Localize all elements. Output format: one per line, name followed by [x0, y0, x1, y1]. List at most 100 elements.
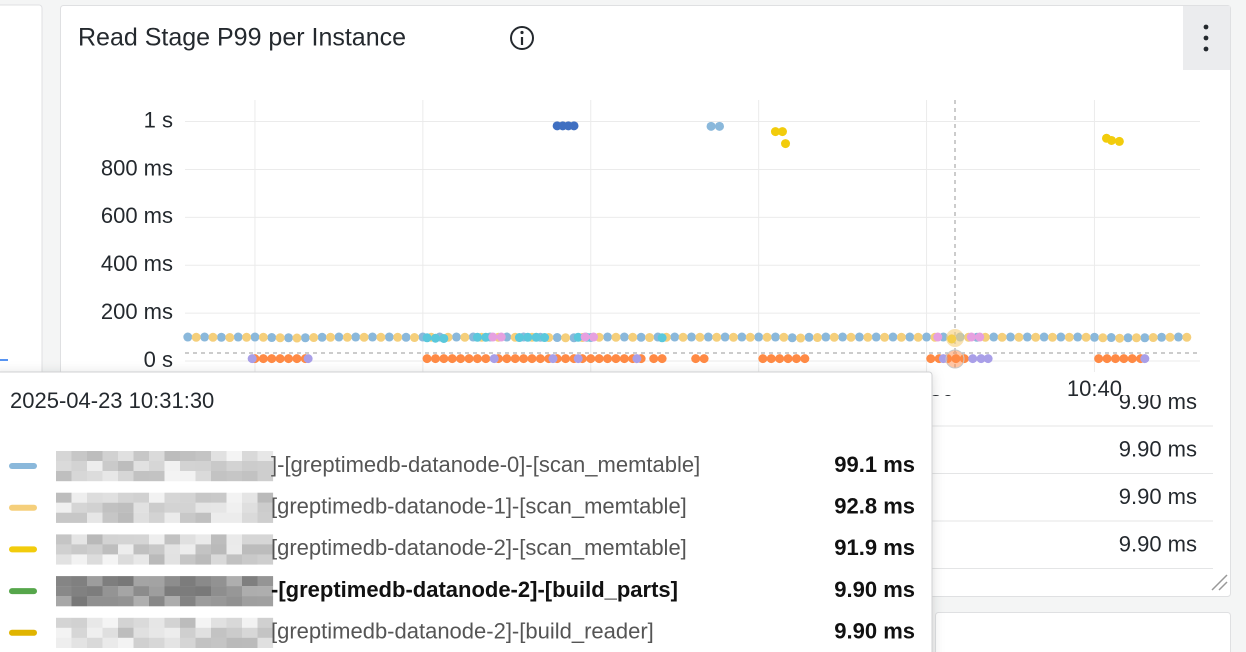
redacted [226, 576, 243, 587]
point [712, 332, 722, 342]
point [758, 354, 768, 364]
point [1165, 332, 1175, 342]
series-value: 9.90 ms [834, 577, 915, 602]
redacted [211, 461, 227, 472]
redacted [195, 471, 212, 482]
point [737, 332, 747, 342]
point [838, 332, 848, 342]
point [1110, 354, 1120, 364]
point [580, 332, 590, 342]
point [691, 354, 701, 364]
point [933, 332, 943, 342]
point [1115, 333, 1125, 343]
redacted [195, 451, 212, 462]
point [527, 354, 537, 364]
redacted [149, 512, 165, 523]
point [1182, 332, 1192, 342]
redacted [56, 534, 72, 545]
point [303, 354, 313, 364]
redacted [164, 627, 181, 638]
redacted [242, 544, 258, 555]
resize-handle[interactable] [1211, 574, 1228, 591]
redacted [118, 554, 134, 565]
point [481, 332, 491, 342]
panel-title: Read Stage P99 per Instance [78, 24, 406, 52]
redacted [180, 492, 196, 503]
redacted [180, 502, 196, 513]
redacted [257, 512, 274, 523]
point [422, 354, 432, 364]
point [317, 332, 327, 342]
redacted [149, 534, 165, 545]
point [603, 332, 613, 342]
redacted [133, 512, 150, 523]
redacted [180, 534, 196, 545]
point [775, 354, 785, 364]
redacted [87, 471, 103, 482]
point [472, 332, 482, 342]
point [292, 333, 302, 343]
info-icon[interactable] [510, 26, 534, 50]
redacted [226, 451, 243, 462]
point [1081, 332, 1091, 342]
point [619, 332, 629, 342]
redacted [242, 576, 258, 587]
redacted [164, 554, 181, 565]
point [569, 121, 579, 131]
point [687, 332, 696, 342]
redacted [71, 534, 88, 545]
point [519, 354, 529, 364]
point [351, 332, 361, 342]
redacted [71, 617, 88, 628]
redacted [211, 534, 227, 545]
redacted [195, 596, 212, 607]
redacted [211, 627, 227, 638]
redacted [257, 471, 274, 482]
point [464, 354, 474, 364]
point [804, 332, 814, 342]
redacted [195, 534, 212, 545]
redacted [118, 617, 134, 628]
point [968, 354, 978, 364]
redacted [102, 544, 119, 555]
point [1114, 136, 1124, 146]
point [854, 332, 864, 342]
redacted [102, 627, 119, 638]
redacted [164, 617, 181, 628]
redacted [180, 461, 196, 472]
redacted [180, 544, 196, 555]
redacted [56, 637, 72, 648]
point [439, 354, 449, 364]
redacted [242, 512, 258, 523]
point [745, 332, 755, 342]
redacted [164, 637, 181, 648]
redacted [87, 544, 103, 555]
point [829, 332, 839, 342]
point [242, 332, 252, 342]
point [896, 332, 906, 342]
redacted [71, 461, 88, 472]
redacted [133, 461, 150, 472]
redacted [87, 502, 103, 513]
panel-menu[interactable] [1183, 6, 1230, 70]
point [619, 354, 629, 364]
redacted [211, 544, 227, 555]
redacted [133, 492, 150, 503]
point [447, 354, 457, 364]
tooltip-title: 2025-04-23 10:31:30 [10, 388, 214, 413]
point [393, 332, 403, 342]
point [573, 332, 583, 342]
redacted [211, 512, 227, 523]
redacted [195, 586, 212, 597]
redacted [56, 617, 72, 628]
redacted [242, 471, 258, 482]
redacted [149, 576, 165, 587]
point [779, 332, 789, 342]
redacted [118, 512, 134, 523]
point [706, 121, 716, 131]
point [1140, 354, 1150, 364]
point [284, 354, 294, 364]
point [657, 354, 667, 364]
redacted [133, 554, 150, 565]
